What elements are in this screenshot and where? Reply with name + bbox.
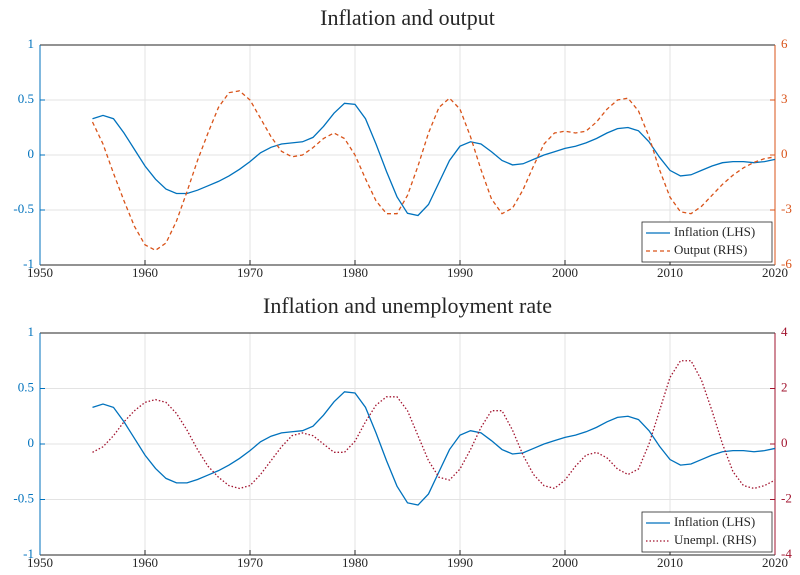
legend-label: Inflation (LHS) [674,224,755,239]
chart-title: Inflation and unemployment rate [263,293,552,318]
x-tick-label: 2020 [762,555,788,570]
y2-tick-label: -2 [781,490,792,505]
legend-box [641,221,773,263]
y2-tick-label: -6 [781,256,792,271]
x-tick-label: 1950 [27,555,53,570]
y2-tick-label: -3 [781,201,792,216]
x-tick-label: 2000 [552,265,578,280]
y-tick-label: -0.5 [13,201,34,216]
x-tick-label: 2020 [762,265,788,280]
x-tick-label: 1980 [342,555,368,570]
y-tick-label: 1 [28,36,35,51]
y-tick-label: 0 [28,435,35,450]
legend-label: Output (RHS) [674,242,747,257]
x-tick-label: 1990 [447,555,473,570]
y2-tick-label: 0 [781,435,788,450]
x-tick-label: 1950 [27,265,53,280]
x-tick-label: 2010 [657,555,683,570]
series-line [92,391,776,506]
y-tick-label: 1 [28,324,35,339]
y-tick-label: 0.5 [18,379,34,394]
y-tick-label: -0.5 [13,490,34,505]
y2-tick-label: 4 [781,324,788,339]
y2-tick-label: 2 [781,379,788,394]
y2-tick-label: -4 [781,546,792,561]
y-tick-label: 0.5 [18,91,34,106]
y2-tick-label: 6 [781,36,788,51]
series-line [92,102,776,217]
legend-label: Unempl. (RHS) [674,532,756,547]
x-tick-label: 2010 [657,265,683,280]
series-line [92,360,776,490]
y-tick-label: 0 [28,146,35,161]
chart-title: Inflation and output [320,5,495,30]
x-tick-label: 2000 [552,555,578,570]
x-tick-label: 1970 [237,265,263,280]
legend-label: Inflation (LHS) [674,514,755,529]
y2-tick-label: 0 [781,146,788,161]
y-tick-label: -1 [23,256,34,271]
x-tick-label: 1960 [132,555,158,570]
x-tick-label: 1970 [237,555,263,570]
x-tick-label: 1990 [447,265,473,280]
legend-box [641,511,773,553]
x-tick-label: 1960 [132,265,158,280]
x-tick-label: 1980 [342,265,368,280]
y2-tick-label: 3 [781,91,788,106]
y-tick-label: -1 [23,546,34,561]
